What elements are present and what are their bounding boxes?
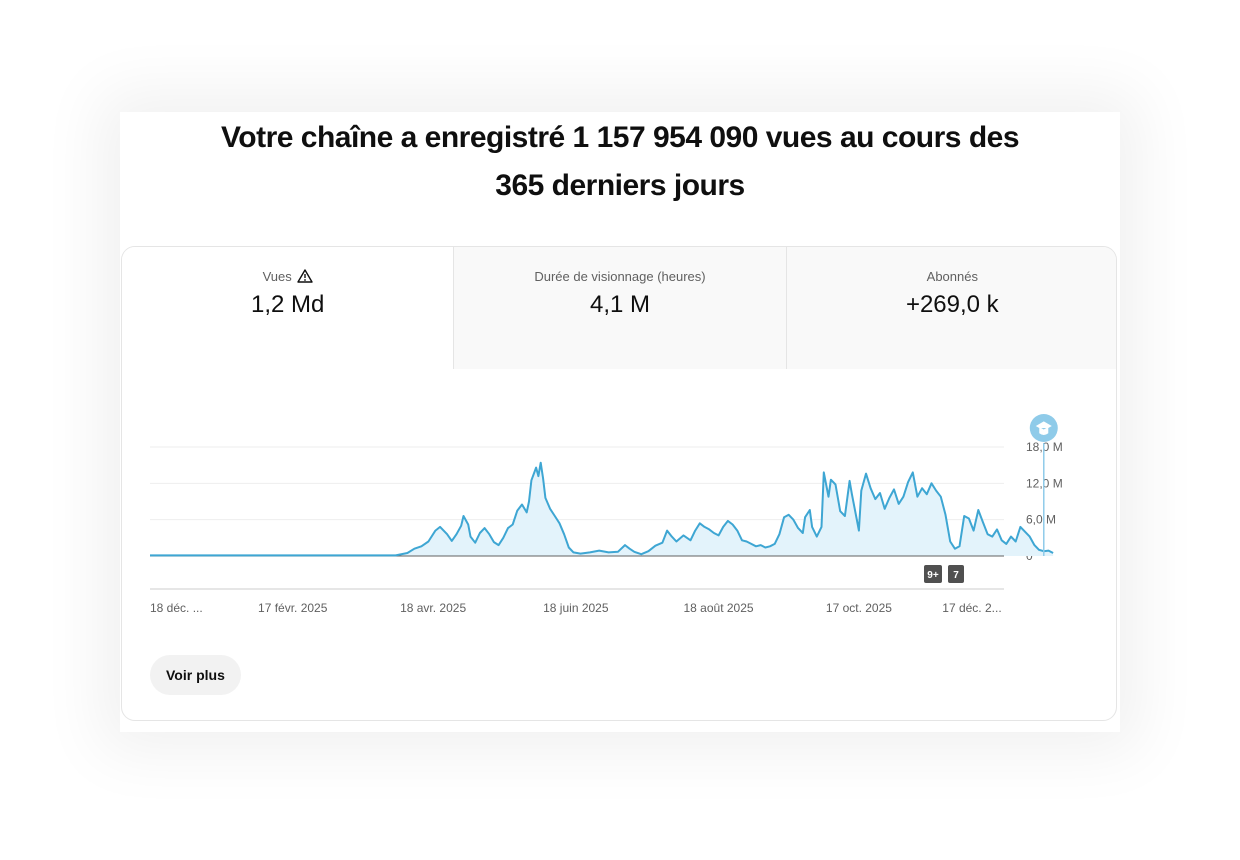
tab-subscribers-value: +269,0 k [905,291,999,318]
x-tick-label: 17 déc. 2... [942,601,1001,615]
annotation-badge-label: 9+ [927,570,939,581]
annotation-badge-label: 7 [953,570,959,581]
views-chart-svg: 18,0 M12,0 M6,0 M09+718 déc. ...17 févr.… [150,414,1063,615]
x-tick-label: 18 août 2025 [684,601,754,615]
x-tick-label: 17 oct. 2025 [826,601,892,615]
page-title-line-2: 365 derniers jours [495,169,745,202]
x-tick-label: 17 févr. 2025 [258,601,328,615]
tab-subscribers-label: Abonnés [926,269,978,284]
y-tick-label: 6,0 M [1026,513,1056,527]
tab-watch-time-label: Durée de visionnage (heures) [534,269,706,284]
page-title: Votre chaîne a enregistré 1 157 954 090 … [160,114,1080,210]
analytics-card: Vues 1,2 Md Durée de visionnage (heures)… [121,246,1117,721]
x-tick-label: 18 avr. 2025 [400,601,466,615]
annotation-badge [924,565,942,583]
milestone-cap-icon [1035,421,1052,435]
warning-triangle-icon[interactable] [297,269,313,283]
x-tick-label: 18 juin 2025 [543,601,609,615]
tab-subscribers[interactable]: Abonnés +269,0 k [785,247,1116,369]
tab-watch-time[interactable]: Durée de visionnage (heures) 4,1 M [453,247,786,369]
metric-tabs: Vues 1,2 Md Durée de visionnage (heures)… [122,247,1116,369]
tab-views-value: 1,2 Md [250,291,325,318]
tab-views-label: Vues [262,269,292,284]
page-title-line-1: Votre chaîne a enregistré 1 157 954 090 … [220,121,1020,154]
tab-views-label-row: Vues [122,269,453,284]
voir-plus-button[interactable]: Voir plus [150,655,241,695]
views-chart[interactable]: 18,0 M12,0 M6,0 M09+718 déc. ...17 févr.… [122,369,1116,629]
series-area [150,462,1054,556]
x-tick-label: 18 déc. ... [150,601,203,615]
series-line [150,461,1054,557]
annotation-badge [948,565,964,583]
tab-views[interactable]: Vues 1,2 Md [122,247,454,369]
tab-watch-time-value: 4,1 M [589,291,650,318]
